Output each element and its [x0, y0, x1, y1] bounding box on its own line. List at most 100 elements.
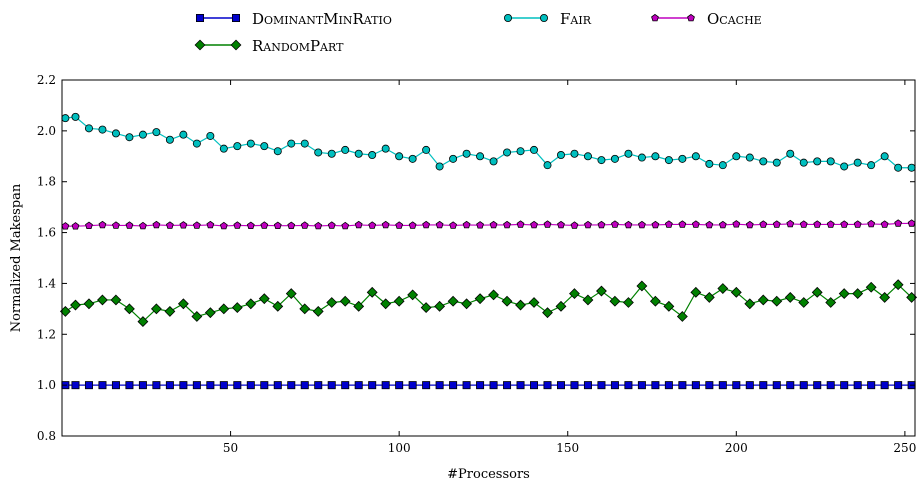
data-point-fair	[260, 142, 269, 151]
data-point-fair	[449, 154, 458, 163]
data-point-ocache	[192, 221, 201, 229]
data-point-ocache	[354, 220, 363, 229]
data-point-ocache	[772, 220, 781, 228]
data-point-ocache	[179, 221, 188, 229]
y-tick-label: 1.4	[37, 276, 56, 290]
data-point-randompart	[515, 299, 526, 311]
data-point-randompart	[569, 288, 580, 300]
data-point-ocache	[611, 220, 619, 228]
data-point-ocache	[422, 220, 431, 229]
data-point-dominantminratio	[759, 381, 768, 390]
data-point-ocache	[435, 220, 444, 229]
x-tick-label: 150	[556, 441, 579, 455]
y-tick-label: 1.0	[37, 378, 56, 392]
data-point-dominantminratio	[664, 381, 673, 390]
series-line-randompart	[65, 283, 913, 323]
data-point-fair	[880, 152, 889, 161]
legend-marker	[195, 13, 204, 22]
data-point-randompart	[879, 291, 891, 303]
data-point-fair	[125, 133, 134, 142]
data-point-dominantminratio	[799, 381, 808, 390]
data-point-dominantminratio	[503, 381, 512, 390]
data-point-dominantminratio	[772, 381, 781, 390]
data-point-randompart	[124, 303, 135, 315]
data-point-dominantminratio	[745, 381, 754, 390]
data-point-randompart	[811, 286, 823, 298]
data-point-ocache	[233, 221, 242, 229]
data-point-randompart	[501, 295, 513, 307]
data-point-dominantminratio	[597, 381, 606, 390]
data-point-fair	[368, 151, 377, 160]
y-tick-label: 1.2	[37, 327, 56, 341]
series-fair	[61, 112, 916, 172]
data-point-randompart	[649, 295, 661, 307]
data-point-randompart	[97, 294, 108, 306]
data-point-fair	[503, 148, 512, 157]
data-point-dominantminratio	[192, 381, 201, 390]
data-point-fair	[273, 147, 282, 156]
data-point-dominantminratio	[408, 381, 417, 390]
data-point-ocache	[98, 220, 107, 229]
data-point-randompart	[461, 298, 473, 310]
data-point-dominantminratio	[718, 381, 727, 390]
data-point-ocache	[880, 220, 889, 228]
data-point-randompart	[326, 297, 338, 308]
data-point-dominantminratio	[880, 381, 889, 390]
axis-ticks: 50 100 150 200 250 0.8 1.0 1.2 1.4 1.6 1.8 2.0 2.2	[37, 73, 916, 455]
data-point-fair	[61, 114, 70, 123]
x-tick-label: 250	[893, 441, 916, 455]
data-point-ocache	[826, 220, 835, 228]
x-tick-label: 100	[388, 441, 411, 455]
data-point-dominantminratio	[260, 381, 269, 390]
data-point-fair	[894, 163, 903, 172]
data-point-fair	[179, 130, 188, 139]
data-point-ocache	[219, 221, 228, 230]
data-point-fair	[327, 149, 336, 158]
data-point-dominantminratio	[152, 381, 161, 390]
data-point-randompart	[730, 286, 742, 298]
data-point-randompart	[70, 299, 81, 311]
data-point-dominantminratio	[368, 381, 377, 390]
data-point-ocache	[368, 221, 377, 229]
data-point-fair	[664, 156, 673, 165]
data-point-dominantminratio	[570, 381, 579, 390]
data-point-ocache	[638, 220, 646, 229]
series-layer	[59, 112, 918, 390]
data-point-randompart	[784, 291, 796, 303]
data-point-fair	[840, 162, 849, 171]
data-point-ocache	[327, 221, 336, 229]
data-point-fair	[314, 148, 323, 157]
data-point-fair	[206, 131, 215, 140]
data-point-fair	[678, 154, 687, 163]
data-point-ocache	[853, 220, 862, 228]
data-point-ocache	[651, 220, 660, 229]
data-point-ocache	[287, 221, 296, 230]
data-point-dominantminratio	[314, 381, 323, 390]
legend-marker	[503, 13, 512, 22]
y-tick-label: 1.6	[37, 226, 56, 240]
data-point-dominantminratio	[327, 381, 336, 390]
data-point-dominantminratio	[165, 381, 174, 390]
data-point-fair	[772, 158, 781, 167]
data-point-randompart	[892, 279, 904, 291]
y-tick-label: 2.2	[37, 73, 56, 87]
data-point-dominantminratio	[246, 381, 255, 390]
data-point-randompart	[434, 300, 446, 312]
data-point-randompart	[488, 289, 499, 301]
data-point-fair	[246, 139, 255, 148]
data-point-fair	[111, 129, 120, 138]
data-point-dominantminratio	[300, 381, 309, 390]
legend-item-ocache: Ocache	[651, 10, 762, 28]
data-point-randompart	[555, 300, 567, 312]
data-point-fair	[543, 161, 552, 170]
data-point-randompart	[285, 288, 297, 300]
data-point-fair	[489, 157, 498, 166]
data-point-fair	[381, 144, 390, 153]
data-point-randompart	[299, 303, 311, 315]
data-point-dominantminratio	[219, 381, 228, 390]
data-point-fair	[341, 145, 350, 154]
data-point-ocache	[152, 220, 161, 229]
data-point-fair	[422, 145, 431, 154]
data-point-dominantminratio	[691, 381, 700, 390]
legend-label: RandomPart	[252, 37, 344, 55]
